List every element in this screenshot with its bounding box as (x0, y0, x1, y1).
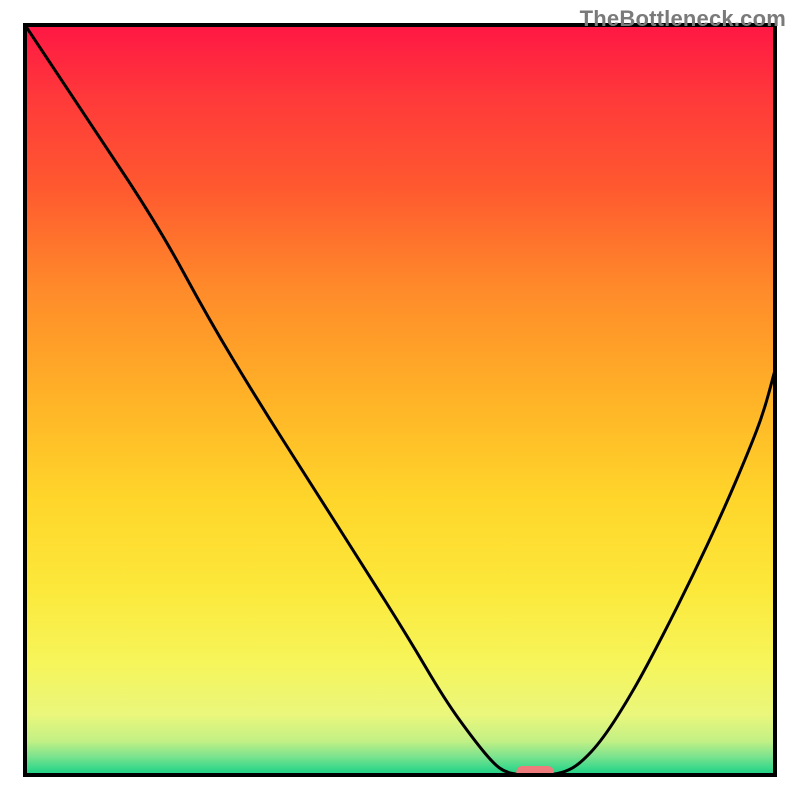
chart-svg (0, 0, 800, 800)
bottleneck-chart: TheBottleneck.com (0, 0, 800, 800)
chart-background (25, 25, 775, 775)
watermark-text: TheBottleneck.com (580, 6, 786, 32)
